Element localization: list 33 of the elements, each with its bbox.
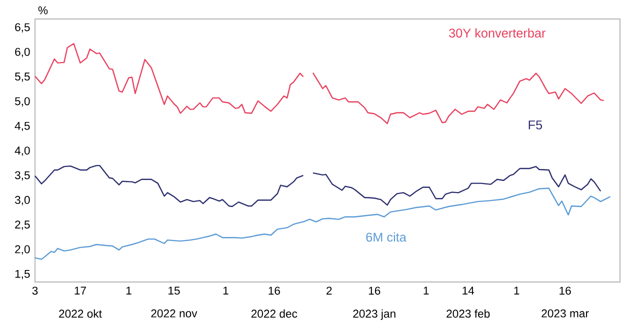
y-tick-label: 6,0 [15,48,30,58]
x-tick-label: 16 [560,286,571,295]
x-tick-label: 16 [268,286,280,295]
y-tick-label: 3,5 [14,171,30,181]
y-axis-title: % [38,6,48,14]
text: F5 [528,120,542,130]
x-tick-label: 17 [74,286,86,295]
text: 2023 jan [353,309,396,320]
y-tick-label: 4,5 [14,122,30,132]
text: 2022 dec [251,309,298,318]
x-tick-label: 1 [126,286,132,295]
y-tick-label: 2,0 [15,245,30,255]
y-tick-label: 3,0 [14,196,30,206]
x-tick-label: 15 [168,286,180,295]
x-tick-label: 1 [223,286,228,295]
y-tick-label: 6,5 [15,23,30,33]
x-tick-label: 16 [368,286,380,295]
y-tick-label: 5,0 [14,97,30,107]
text: 2022 nov [151,309,198,318]
x-tick-label: 1 [424,286,429,295]
y-tick-label: 2,5 [15,220,30,230]
text: 2023 feb [446,309,490,318]
series-label: 6M cita [366,232,406,242]
x-tick-label: 1 [514,286,520,295]
y-tick-label: 4,0 [14,146,30,156]
x-tick-label: 3 [32,286,38,295]
text: 2023 mar [542,309,589,318]
y-tick-label: 1,5 [15,270,30,280]
x-tick-label: 14 [462,286,474,295]
text: 2022 okt [59,309,102,318]
text: 30Y konverterbar [449,28,546,38]
y-tick-label: 5,5 [14,72,30,82]
x-tick-label: 2 [326,286,332,295]
